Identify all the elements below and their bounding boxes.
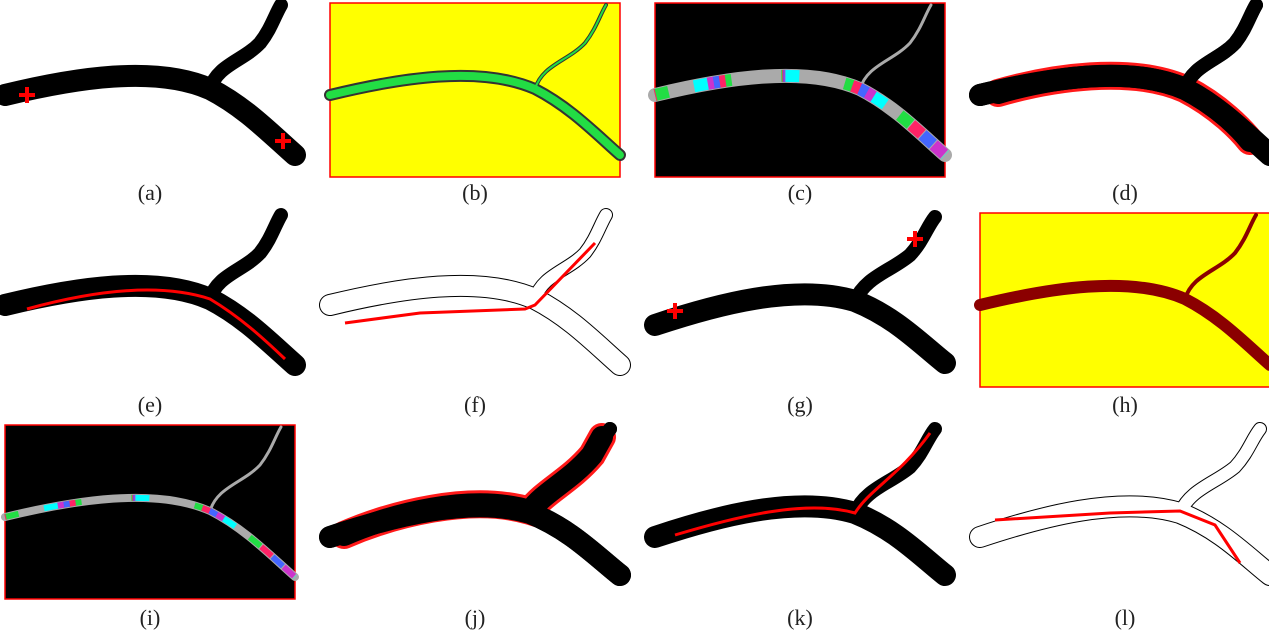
vessel-branch [1180,429,1260,513]
vessel-main [655,294,945,363]
panel-label: (k) [787,605,813,630]
vessel-main [5,76,295,155]
vessel-branch [530,429,610,513]
vessel-branch [1185,5,1256,89]
path-line [995,511,1240,563]
panel-label: (i) [140,605,161,630]
panel-label: (e) [138,392,162,417]
panel-label: (d) [1112,180,1138,205]
vessel-branch [210,215,281,299]
panel-label: (j) [465,605,486,630]
panel [655,217,945,363]
vessel-main [655,506,945,575]
panel [330,215,620,365]
panel-label: (a) [138,180,162,205]
vessel-main [330,506,620,575]
panel-background [5,425,295,599]
panel [330,429,620,575]
figure: (a) (b) (c) (d) (e) (f) (g) (h) (i) (j) (k) (l) [0,0,1269,641]
centerline [27,290,285,359]
panel-label: (b) [462,180,488,205]
panel-label: (l) [1115,605,1136,630]
panel-label: (g) [787,392,813,417]
vessel-main [330,286,620,365]
panel [655,429,945,575]
panel [980,429,1269,575]
panel [980,5,1269,155]
panel [5,5,295,155]
vessel-main [5,286,295,365]
panel-label: (c) [788,180,812,205]
panel [655,3,945,177]
vessel-branch [855,217,935,301]
panel [5,425,295,599]
panel-label: (f) [464,392,486,417]
panel-label: (h) [1112,392,1138,417]
vessel-branch [210,5,281,89]
panel [330,3,620,177]
panel [5,215,295,365]
panel [980,213,1269,387]
